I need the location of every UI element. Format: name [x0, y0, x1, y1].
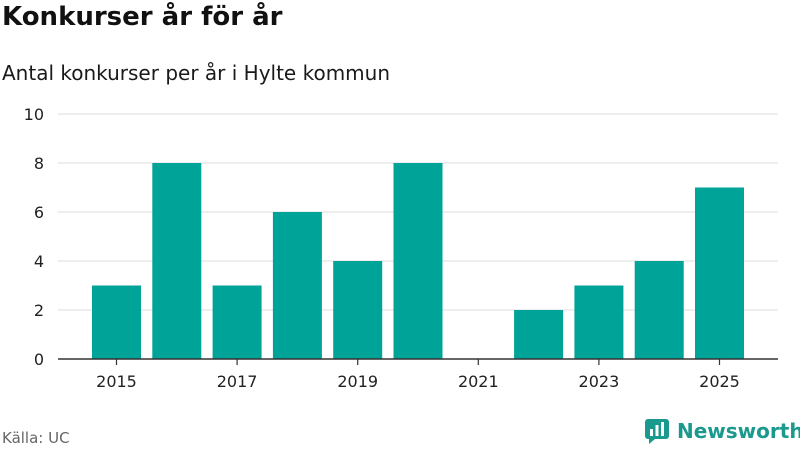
- chart-subtitle: Antal konkurser per år i Hylte kommun: [2, 61, 391, 85]
- bar-2024: [634, 261, 684, 359]
- x-tick-label: 2021: [458, 372, 499, 391]
- bar-2015: [92, 285, 141, 359]
- x-tick-label: 2017: [217, 372, 258, 391]
- x-tick-label: 2019: [337, 372, 378, 391]
- source-note: Källa: UC: [2, 429, 70, 447]
- y-tick-label: 8: [34, 154, 44, 173]
- y-tick-label: 2: [34, 301, 44, 320]
- bar-chart: 0 2 4 6 8 10 2015 2017 2019 2021 2023 2025: [24, 105, 778, 391]
- brand-logo[interactable]: Newsworthy: [644, 418, 800, 444]
- x-tick-label: 2023: [579, 372, 620, 391]
- bar-2020: [393, 163, 443, 359]
- bar-2016: [152, 163, 202, 359]
- bar-2025: [695, 187, 744, 359]
- y-tick-label: 6: [34, 203, 44, 222]
- bar-2019: [333, 261, 383, 359]
- bar-2017: [212, 285, 262, 359]
- y-tick-label: 4: [34, 252, 44, 271]
- chart-title: Konkurser år för år: [2, 2, 283, 32]
- brand-name: Newsworthy: [677, 419, 800, 443]
- bar-2022: [514, 310, 564, 359]
- y-tick-label: 0: [34, 350, 44, 369]
- bar-2018: [272, 212, 322, 359]
- bar-2023: [574, 285, 624, 359]
- y-tick-label: 10: [24, 105, 44, 124]
- x-tick-label: 2025: [699, 372, 740, 391]
- x-tick-label: 2015: [96, 372, 137, 391]
- newsworthy-logo-icon: [645, 419, 669, 444]
